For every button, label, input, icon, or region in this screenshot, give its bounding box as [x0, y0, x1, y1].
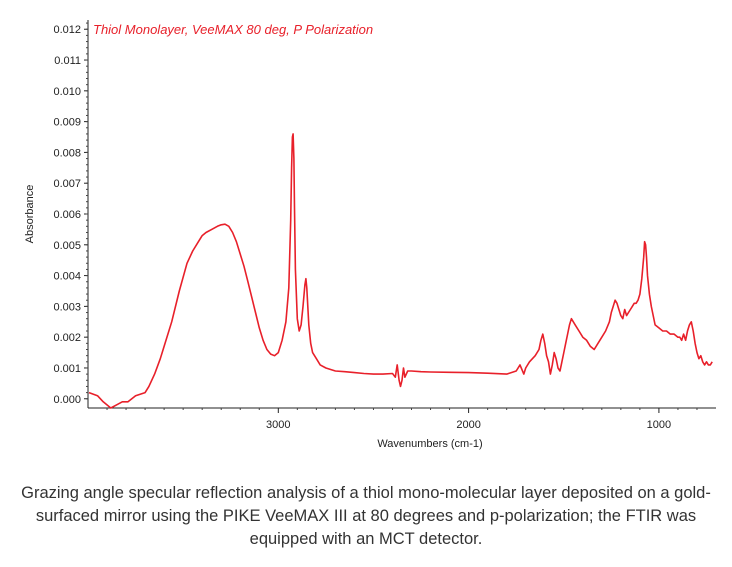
figure-caption: Grazing angle specular reflection analys… — [21, 484, 711, 548]
y-tick-label: 0.010 — [53, 86, 81, 98]
y-axis-label: Absorbance — [24, 185, 36, 244]
y-tick-label: 0.005 — [53, 240, 81, 252]
spectrum-chart: 0.000 0.001 0.002 0.003 0.004 0.005 0.006 0.007… — [24, 20, 716, 450]
y-ticks: 0.000 0.001 0.002 0.003 0.004 0.005 0.006 0.007… — [53, 22, 88, 406]
y-tick-label: 0.006 — [53, 209, 81, 221]
y-tick-label: 0.008 — [53, 147, 81, 159]
x-tick-label: 2000 — [456, 419, 480, 431]
y-tick-label: 0.001 — [53, 363, 81, 375]
y-tick-label: 0.011 — [54, 55, 81, 67]
x-axis-label: Wavenumbers (cm-1) — [377, 438, 482, 450]
spectrum-line — [88, 133, 713, 409]
plot-area — [88, 20, 716, 408]
x-tick-label: 1000 — [647, 419, 671, 431]
y-tick-label: 0.012 — [53, 24, 81, 36]
x-ticks: 3000 2000 1000 — [106, 408, 698, 431]
y-tick-label: 0.004 — [53, 271, 81, 283]
y-tick-label: 0.009 — [53, 117, 81, 129]
x-tick-label: 3000 — [266, 419, 290, 431]
y-tick-label: 0.003 — [53, 301, 81, 313]
chart-title: Thiol Monolayer, VeeMAX 80 deg, P Polari… — [93, 22, 373, 37]
y-tick-label: 0.000 — [53, 394, 81, 406]
y-tick-label: 0.007 — [53, 178, 81, 190]
y-tick-label: 0.002 — [53, 332, 81, 344]
series-layer — [88, 133, 713, 409]
